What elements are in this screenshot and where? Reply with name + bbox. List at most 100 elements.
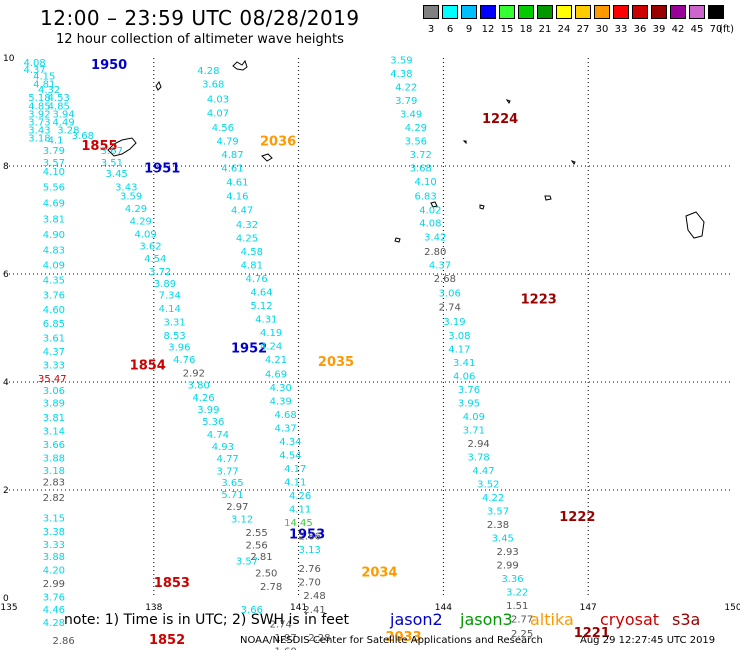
wave-height-value: 2.48 xyxy=(303,591,325,602)
lon-tick-label: 138 xyxy=(145,603,162,613)
legend-value-9: 9 xyxy=(465,24,473,35)
wave-height-value: 3.36 xyxy=(501,574,523,585)
wave-height-value: 3.73 xyxy=(28,118,50,129)
wave-height-value: 4.37 xyxy=(429,261,451,272)
wave-height-value: 3.31 xyxy=(163,317,185,328)
pass-time-label: 1224 xyxy=(482,112,518,127)
wave-height-value: 2.83 xyxy=(43,478,65,489)
wave-height-value: 4.38 xyxy=(390,69,412,80)
wave-height-value: 4.14 xyxy=(159,304,181,315)
lon-tick-label: 135 xyxy=(0,603,17,613)
wave-height-value: 4.54 xyxy=(279,451,301,462)
wave-height-value: 4.39 xyxy=(270,397,292,408)
wave-height-value: 4.77 xyxy=(217,454,239,465)
legend-swatch-39 xyxy=(651,5,667,19)
legend-value-18: 18 xyxy=(519,24,533,35)
legend-swatch-21 xyxy=(537,5,553,19)
wave-height-value: 4.93 xyxy=(212,442,234,453)
wave-height-value: 4.17 xyxy=(448,344,470,355)
wave-height-value: 3.42 xyxy=(424,233,446,244)
wave-height-value: 4.81 xyxy=(33,80,55,91)
lat-tick-label: 10 xyxy=(3,54,15,64)
wave-height-value: 4.54 xyxy=(144,254,166,265)
wave-height-value: 4.76 xyxy=(173,355,195,366)
wave-height-value: 4.90 xyxy=(43,230,65,241)
wave-height-value: 4.69 xyxy=(43,199,65,210)
wave-height-value: 4.08 xyxy=(419,218,441,229)
wave-height-value: 4.81 xyxy=(241,261,263,272)
legend-value-30: 30 xyxy=(595,24,609,35)
wave-height-value: 3.15 xyxy=(43,513,65,524)
wave-height-value: 2.78 xyxy=(260,582,282,593)
pass-time-label: 1222 xyxy=(559,510,595,525)
wave-height-value: 4.61 xyxy=(221,163,243,174)
wave-height-value: 3.99 xyxy=(197,405,219,416)
wave-height-value: 5.71 xyxy=(221,490,243,501)
wave-height-value: 2.82 xyxy=(43,493,65,504)
wave-height-value: 3.06 xyxy=(43,386,65,397)
legend-value-27: 27 xyxy=(576,24,590,35)
island-outlines xyxy=(107,59,705,243)
wave-height-value: 4.26 xyxy=(289,491,311,502)
wave-height-value: 3.19 xyxy=(443,317,465,328)
wave-height-value: 2.74 xyxy=(439,303,461,314)
legend-swatch-45 xyxy=(689,5,705,19)
wave-height-value: 4.37 xyxy=(23,65,45,76)
wave-height-value: 3.81 xyxy=(43,413,65,424)
wave-height-value: 2.25 xyxy=(511,629,533,640)
pass-time-label: 1852 xyxy=(149,633,185,648)
legend-swatch-70 xyxy=(708,5,724,19)
wave-height-value: 4.09 xyxy=(463,412,485,423)
lon-tick-label: 144 xyxy=(435,603,452,613)
wave-height-value: 3.28 xyxy=(57,126,79,137)
wave-height-value: 3.59 xyxy=(120,191,142,202)
wave-height-value: 4.87 xyxy=(221,150,243,161)
wave-height-value: 4.1 xyxy=(48,135,64,146)
wave-height-value: 4.25 xyxy=(236,234,258,245)
legend-swatch-18 xyxy=(518,5,534,19)
wave-height-value: 3.88 xyxy=(43,552,65,563)
lat-tick-label: 2 xyxy=(3,486,9,496)
wave-height-value: 4.29 xyxy=(125,204,147,215)
pass-time-label: 1223 xyxy=(521,293,557,308)
wave-height-value: 3.88 xyxy=(43,453,65,464)
legend-swatch-15 xyxy=(499,5,515,19)
wave-height-value: 4.47 xyxy=(472,466,494,477)
wave-height-value: 4.37 xyxy=(274,424,296,435)
legend-value-33: 33 xyxy=(614,24,628,35)
wave-height-value: 4.02 xyxy=(419,206,441,217)
wave-height-value: 3.57 xyxy=(236,557,258,568)
credit-text: NOAA/NESDIS Center for Satellite Applica… xyxy=(240,635,543,646)
wave-height-value: 3.68 xyxy=(72,131,94,142)
wave-height-value: 4.30 xyxy=(270,383,292,394)
wave-height-value: 4.10 xyxy=(414,177,436,188)
legend-value-42: 42 xyxy=(671,24,685,35)
wave-height-value: 3.79 xyxy=(395,96,417,107)
wave-height-value: 2.70 xyxy=(299,578,321,589)
wave-height-value: 2.94 xyxy=(468,439,490,450)
legend-value-70: 70 xyxy=(709,24,723,35)
wave-height-value: 4.61 xyxy=(226,177,248,188)
wave-height-value: 3.61 xyxy=(43,334,65,345)
footer-note: note: 1) Time is in UTC; 2) SWH is in fe… xyxy=(64,612,350,628)
wave-height-value: 4.49 xyxy=(52,118,74,129)
wave-height-value: 3.49 xyxy=(400,109,422,120)
wave-height-value: 4.46 xyxy=(43,605,65,616)
wave-height-value: 3.08 xyxy=(448,331,470,342)
wave-height-value: 2.86 xyxy=(52,636,74,647)
wave-height-value: 5.56 xyxy=(43,182,65,193)
pass-time-label: 1950 xyxy=(91,58,127,73)
lon-tick-label: 141 xyxy=(290,603,307,613)
wave-height-value: 2.80 xyxy=(424,247,446,258)
wave-height-value: 4.22 xyxy=(482,493,504,504)
wave-height-value: 3.14 xyxy=(43,426,65,437)
legend-value-36: 36 xyxy=(633,24,647,35)
pass-time-label: 2033 xyxy=(385,630,421,645)
lon-tick-label: 147 xyxy=(580,603,597,613)
pass-time-label: 1952 xyxy=(231,341,267,356)
wave-height-value: 5.36 xyxy=(202,417,224,428)
wave-height-value: 4.09 xyxy=(43,261,65,272)
wave-height-value: 3.72 xyxy=(149,267,171,278)
wave-height-value: 4.28 xyxy=(43,618,65,629)
wave-height-value: 3.72 xyxy=(410,150,432,161)
